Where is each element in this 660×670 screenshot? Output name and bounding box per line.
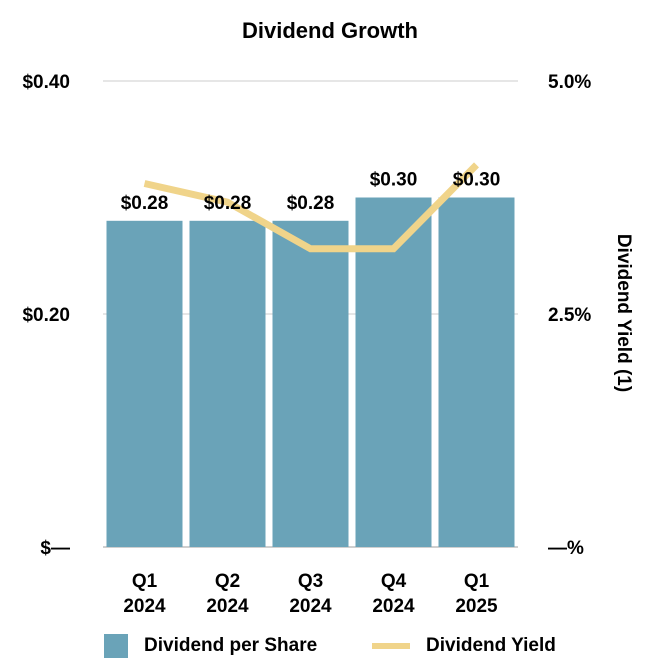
bar [438, 197, 515, 547]
bar [106, 220, 183, 548]
legend-swatch-bar [104, 634, 128, 658]
left-axis-ticks: $— $0.20 $0.40 [22, 72, 70, 559]
x-tick-year: 2024 [372, 596, 415, 617]
x-tick-year: 2024 [123, 596, 166, 617]
right-tick-label: 5.0% [548, 72, 591, 93]
x-axis-ticks: Q1 2024 Q2 2024 Q3 2024 Q4 2024 Q1 2025 [123, 571, 498, 617]
x-tick-quarter: Q1 [464, 571, 490, 592]
left-tick-label: $0.20 [22, 305, 70, 326]
bar-series [106, 197, 515, 548]
x-tick-label: Q4 2024 [372, 571, 415, 617]
dividend-growth-chart: Dividend Growth $—$0.20$0.40 —%2.5%5.0% … [22, 18, 634, 617]
bar-data-labels: $0.28 $0.28 $0.28 $0.30 $0.30 [121, 170, 501, 214]
line-series [143, 162, 479, 253]
right-tick-label: 2.5% [548, 305, 591, 326]
left-tick-label: $— [40, 538, 70, 559]
bar-data-label: $0.30 [370, 170, 418, 191]
right-axis-label: Dividend Yield (1) [613, 234, 634, 392]
x-tick-quarter: Q2 [215, 571, 240, 592]
legend-swatch-line [372, 643, 410, 649]
right-tick-label: —% [548, 538, 584, 559]
right-axis-ticks: —% 2.5% 5.0% [548, 72, 591, 559]
x-tick-quarter: Q1 [132, 571, 158, 592]
x-tick-label: Q3 2024 [289, 571, 332, 617]
bar [189, 220, 266, 548]
bar [355, 197, 432, 547]
x-tick-label: Q1 2025 [455, 571, 498, 617]
chart-title: Dividend Growth [242, 18, 418, 43]
bar [272, 220, 349, 548]
x-tick-label: Q2 2024 [206, 571, 249, 617]
bar-data-label: $0.28 [287, 193, 335, 214]
x-tick-quarter: Q4 [381, 571, 407, 592]
x-tick-year: 2025 [455, 596, 498, 617]
bar-data-label: $0.28 [121, 193, 169, 214]
x-tick-label: Q1 2024 [123, 571, 166, 617]
legend-item-dividend-per-share: Dividend per Share [104, 628, 317, 664]
legend-label-dividend-yield: Dividend Yield [426, 635, 556, 656]
x-tick-year: 2024 [289, 596, 332, 617]
x-tick-quarter: Q3 [298, 571, 323, 592]
left-tick-label: $0.40 [22, 72, 70, 93]
legend-label-dividend-per-share: Dividend per Share [144, 635, 318, 656]
legend: Dividend per Share Dividend Yield [0, 628, 660, 664]
bar-data-label: $0.28 [204, 193, 252, 214]
legend-item-dividend-yield: Dividend Yield [372, 628, 556, 664]
bar-data-label: $0.30 [453, 170, 501, 191]
x-tick-year: 2024 [206, 596, 249, 617]
